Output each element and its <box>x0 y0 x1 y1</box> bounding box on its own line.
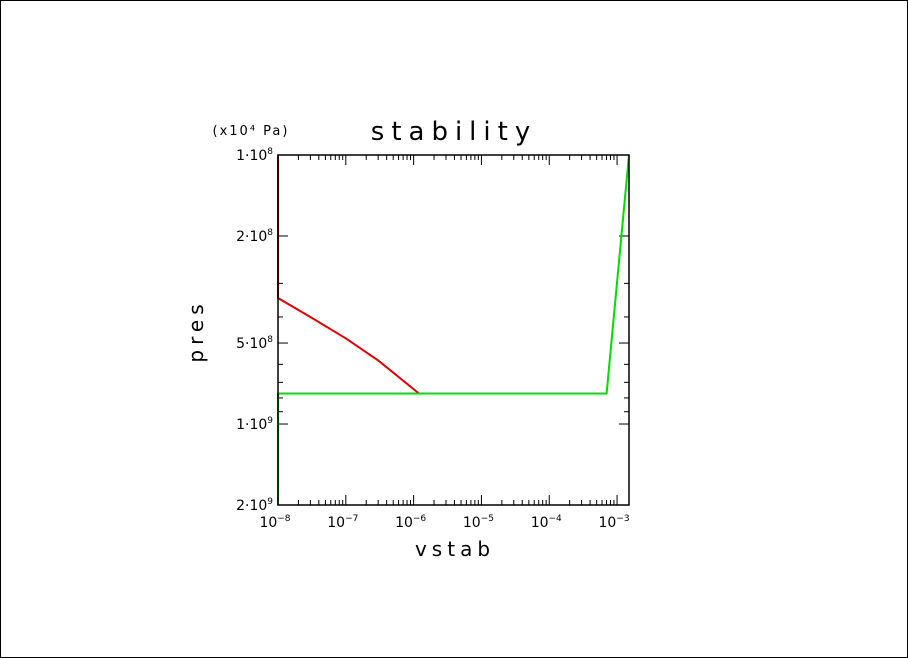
x-tick-label: 10−5 <box>463 514 494 531</box>
y-units-label: (x10⁴ Pa) <box>213 124 290 139</box>
y-tick-label: 1·109 <box>236 416 273 433</box>
series-line-1 <box>277 155 420 395</box>
chart-title: stability <box>371 117 537 147</box>
y-tick-label: 1·108 <box>236 147 273 164</box>
x-tick-label: 10−6 <box>395 514 426 531</box>
x-tick-label: 10−8 <box>259 514 290 531</box>
y-axis-label: pres <box>184 299 208 362</box>
axis-ticks: 10−8 10−7 10−6 10−5 10−4 10−3 1·108 2·108 5·108 1… <box>236 147 630 531</box>
y-tick-label: 2·109 <box>236 497 273 514</box>
y-tick-label: 5·108 <box>236 335 273 352</box>
x-tick-label: 10−7 <box>327 514 358 531</box>
series-group <box>277 154 630 505</box>
x-tick-label: 10−4 <box>531 514 562 531</box>
y-tick-label: 2·108 <box>236 228 273 245</box>
plot-area-frame <box>277 154 630 506</box>
x-tick-label: 10−3 <box>599 514 630 531</box>
x-axis-label: vstab <box>415 537 495 561</box>
